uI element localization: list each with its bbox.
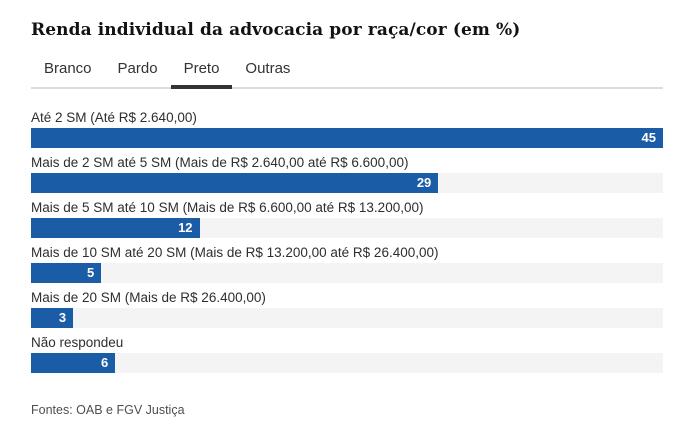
bar-track: 5 <box>31 263 663 283</box>
bar: 3 <box>31 308 74 328</box>
bar-value-label: 6 <box>101 355 109 370</box>
bar-track: 29 <box>31 173 663 193</box>
bar: 29 <box>31 173 439 193</box>
bar-value-label: 5 <box>86 265 95 280</box>
bar-category-label: Até 2 SM (Até R$ 2.640,00) <box>31 110 197 125</box>
chart-row: Até 2 SM (Até R$ 2.640,00) 45 <box>31 111 663 148</box>
tab-bar: Branco Pardo Preto Outras <box>31 52 663 89</box>
bar-category-label: Não respondeu <box>31 335 124 350</box>
bar-category-label: Mais de 20 SM (Mais de R$ 26.400,00) <box>31 290 266 305</box>
page-title: Renda individual da advocacia por raça/c… <box>31 20 521 40</box>
bar-value-label: 12 <box>178 220 193 235</box>
tab-outras[interactable]: Outras <box>245 60 291 77</box>
bar-track: 12 <box>31 218 663 238</box>
bar-value-label: 3 <box>58 310 67 325</box>
chart-row: Não respondeu 6 <box>31 336 663 373</box>
bar-chart: Até 2 SM (Até R$ 2.640,00) 45 Mais de 2 SM… <box>31 111 663 373</box>
chart-row: Mais de 2 SM até 5 SM (Mais de R$ 2.640,… <box>31 156 663 193</box>
bar-track: 6 <box>31 353 663 373</box>
bar-track: 3 <box>31 308 663 328</box>
bar-track: 45 <box>31 128 663 148</box>
bar-category-label: Mais de 5 SM até 10 SM (Mais de R$ 6.600… <box>31 200 424 215</box>
bar-value-label: 45 <box>641 130 656 145</box>
bar: 5 <box>31 263 102 283</box>
tab-branco[interactable]: Branco <box>44 60 92 77</box>
bar: 6 <box>31 353 116 373</box>
bar: 12 <box>31 218 200 238</box>
tab-pardo[interactable]: Pardo <box>117 60 158 77</box>
bar: 45 <box>31 128 663 148</box>
chart-row: Mais de 20 SM (Mais de R$ 26.400,00) 3 <box>31 291 663 328</box>
source-note: Fontes: OAB e FGV Justiça <box>31 403 185 417</box>
bar-value-label: 29 <box>416 175 432 190</box>
bar-category-label: Mais de 10 SM até 20 SM (Mais de R$ 13.2… <box>31 245 439 260</box>
chart-row: Mais de 5 SM até 10 SM (Mais de R$ 6.600… <box>31 201 663 238</box>
bar-category-label: Mais de 2 SM até 5 SM (Mais de R$ 2.640,… <box>31 155 409 170</box>
chart-row: Mais de 10 SM até 20 SM (Mais de R$ 13.2… <box>31 246 663 283</box>
tab-preto[interactable]: Preto <box>170 52 233 89</box>
